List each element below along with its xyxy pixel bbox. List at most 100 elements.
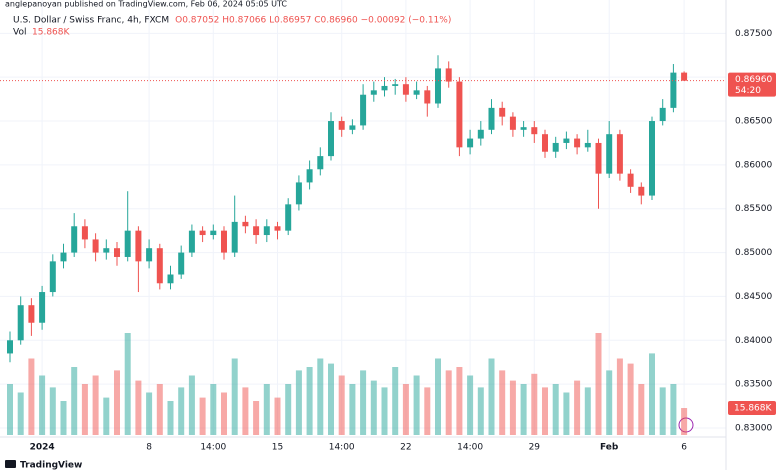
candle-body [445, 68, 452, 82]
volume-bar [285, 384, 292, 435]
x-tick-label: 29 [529, 443, 541, 453]
volume-bar [124, 333, 131, 435]
candle-body [231, 221, 238, 253]
last-price-box [728, 72, 776, 97]
volume-bar [627, 363, 634, 435]
candle-body [392, 84, 399, 86]
volume-bar [135, 380, 142, 435]
candle-body [263, 226, 270, 236]
volume-bar [552, 384, 559, 435]
y-tick-label: 0.86500 [735, 117, 772, 127]
candle-body [381, 85, 388, 91]
volume-bar [638, 384, 645, 435]
candle-body [253, 226, 260, 236]
volume-readout: 15.868K [32, 28, 70, 38]
candle-body [199, 230, 206, 236]
brand-logo [5, 460, 16, 468]
candle-body [7, 340, 13, 354]
candle-body [114, 248, 120, 257]
brand: TradingView [20, 461, 82, 470]
x-tick-label: 22 [400, 443, 411, 453]
candle-body [456, 81, 463, 148]
candle-body [156, 248, 163, 284]
candle-body [574, 138, 581, 148]
volume-name: Vol [13, 28, 26, 38]
candle-body [670, 72, 677, 108]
volume-bar [584, 387, 591, 435]
volume-bar [381, 387, 388, 435]
candle-body [328, 121, 334, 157]
y-tick-label: 0.86000 [735, 160, 772, 170]
volume-bar [92, 375, 99, 435]
candle-body [477, 129, 484, 139]
candle-body [584, 142, 591, 148]
candle-body [49, 261, 56, 293]
last-price-label: 0.86960 [735, 75, 772, 85]
volume-bar [509, 380, 516, 435]
volume-bar [263, 384, 270, 435]
candle-body [659, 107, 666, 122]
volume-bar [199, 397, 206, 435]
volume-bar [17, 392, 24, 435]
candle-body [28, 305, 35, 323]
candle-body [306, 169, 313, 183]
candle-body [338, 121, 345, 130]
volume-bar [542, 387, 548, 435]
candle-body [221, 230, 227, 253]
volume-bar [71, 367, 78, 435]
volume-bar [435, 358, 441, 435]
volume-bar [114, 370, 120, 435]
candle-body [242, 221, 249, 227]
volume-bar [563, 392, 570, 435]
candle-body [435, 68, 441, 104]
volume-bar [531, 373, 538, 435]
candle-body [167, 274, 174, 284]
y-tick-label: 0.87500 [735, 29, 772, 39]
volume-bar [349, 384, 356, 435]
candle-body [681, 72, 688, 81]
volume-bar [681, 408, 688, 435]
volume-bar [328, 363, 334, 435]
countdown: 54:20 [735, 86, 761, 96]
candle-body [124, 230, 131, 257]
volume-bar [81, 384, 88, 435]
candle-body [531, 127, 538, 135]
volume-bar [670, 384, 677, 435]
candle-body [146, 248, 153, 262]
y-tick-label: 0.83000 [735, 423, 772, 433]
candle-body [542, 134, 548, 152]
volume-bar [231, 358, 238, 435]
volume-bar [392, 367, 399, 435]
volume-bar [488, 358, 495, 435]
volume-bar [445, 370, 452, 435]
volume-bar [221, 392, 227, 435]
volume-bar [253, 401, 260, 435]
volume-bar [103, 397, 110, 435]
candle-body [499, 107, 506, 117]
volume-bar [649, 353, 655, 435]
candle-body [210, 230, 217, 236]
volume-bar [467, 375, 474, 435]
x-tick-label: 14:00 [329, 443, 355, 453]
candle-body [638, 186, 645, 196]
volume-bar [520, 384, 527, 435]
x-tick-label: Feb [600, 443, 619, 453]
candle-body [295, 182, 302, 205]
y-tick-label: 0.85500 [735, 204, 772, 214]
volume-bar [456, 367, 463, 435]
x-tick-label: 2024 [30, 443, 55, 453]
candle-body [488, 107, 495, 130]
volume-bar [178, 387, 185, 435]
volume-bar [210, 384, 217, 435]
candle-body [39, 292, 46, 323]
volume-bar [477, 387, 484, 435]
volume-bar [574, 380, 581, 435]
y-tick-label: 0.84500 [735, 292, 772, 302]
candle-body [649, 121, 655, 196]
volume-bar [242, 387, 249, 435]
candle-body [467, 138, 474, 148]
candle-body [424, 90, 431, 104]
candle-body [317, 156, 324, 170]
candle-body [509, 116, 516, 130]
